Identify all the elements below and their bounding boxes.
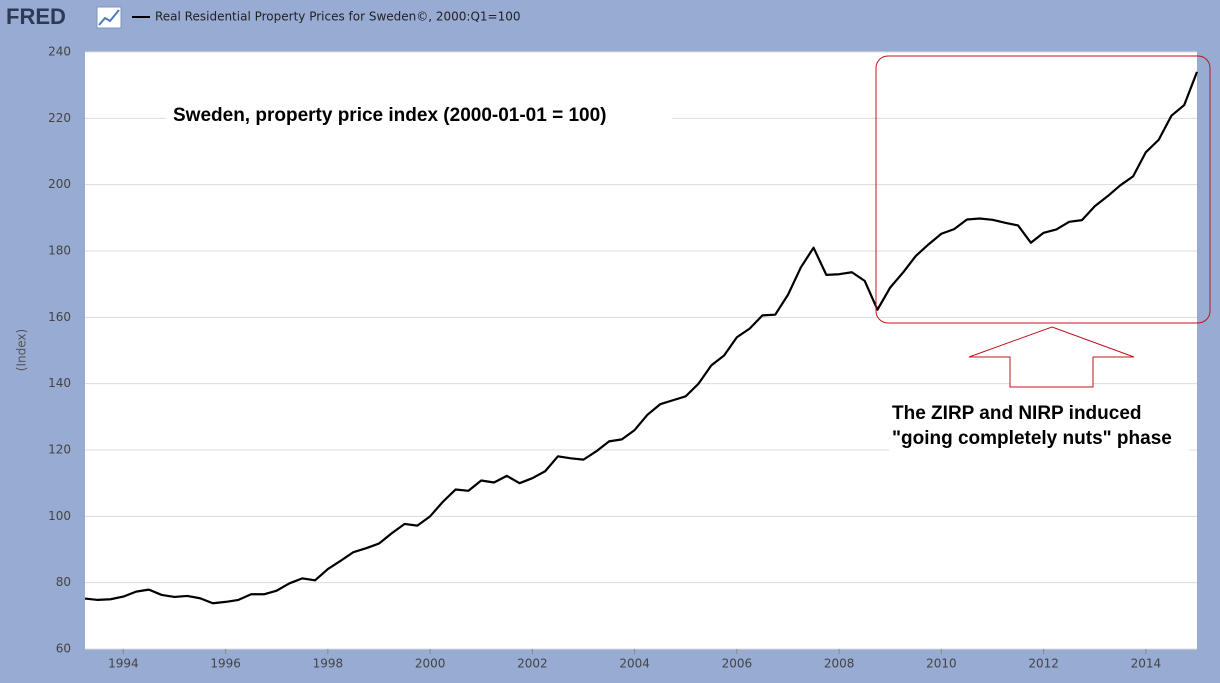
x-tick-label: 2004 [619,657,650,671]
annotation: The ZIRP and NIRP induced [892,403,1142,424]
y-tick-label: 120 [48,443,71,457]
x-tick-label: 2010 [926,657,957,671]
data-line [84,71,1199,605]
x-tick-label: 2006 [722,657,753,671]
y-tick-label: 200 [48,177,71,191]
y-tick-label: 80 [56,575,71,589]
x-tick-label: 1998 [313,657,344,671]
x-tick-label: 2000 [415,657,446,671]
logo: FRED [6,4,66,29]
x-tick-label: 1996 [210,657,241,671]
x-tick-label: 2002 [517,657,548,671]
y-tick-label: 220 [48,111,71,125]
legend-label: Real Residential Property Prices for Swe… [155,10,521,24]
x-tick-label: 2014 [1131,657,1162,671]
logo-icon [96,6,122,29]
annotation-bg [166,100,672,130]
y-tick-label: 140 [48,376,71,390]
y-axis-label: (Index) [15,329,29,371]
y-tick-label: 240 [48,45,71,59]
y-tick-label: 60 [56,642,71,656]
arrow [968,326,1135,388]
annotation-bg [889,397,1189,453]
y-tick-label: 180 [48,244,71,258]
x-tick-label: 2012 [1028,657,1059,671]
annotation: "going completely nuts" phase [892,428,1172,449]
y-tick-label: 100 [48,509,71,523]
highlight-box [875,55,1211,324]
x-tick-label: 1994 [108,657,139,671]
annotation: Sweden, property price index (2000-01-01… [173,105,607,126]
y-tick-label: 160 [48,310,71,324]
x-tick-label: 2008 [824,657,855,671]
